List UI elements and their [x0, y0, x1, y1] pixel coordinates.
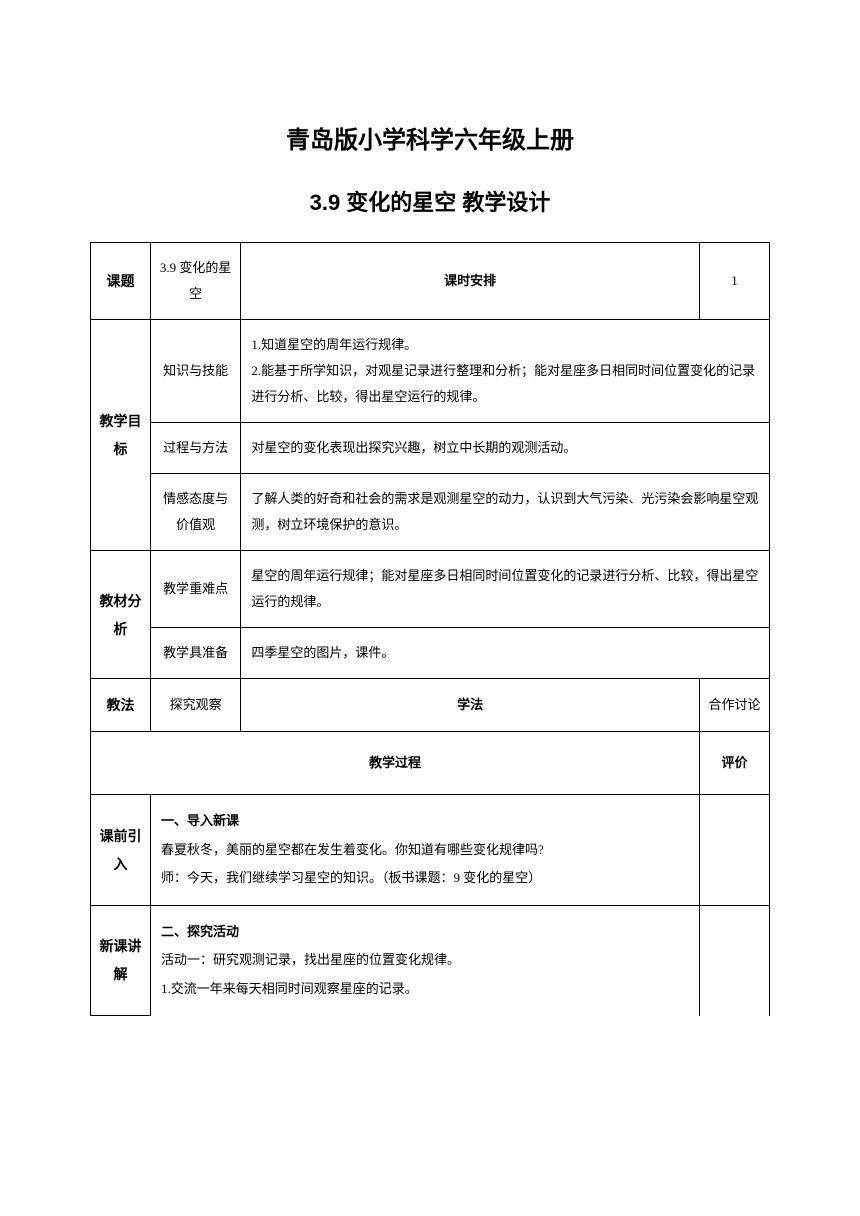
learn-method-value: 合作讨论: [699, 679, 769, 732]
intro-line1: 春夏秋冬，美丽的星空都在发生着变化。你知道有哪些变化规律吗?: [161, 836, 689, 865]
learn-method-label: 学法: [241, 679, 700, 732]
intro-label: 课前引入: [91, 795, 151, 906]
knowledge-skills-content: 1.知道星空的周年运行规律。 2.能基于所学知识，对观星记录进行整理和分析；能对…: [241, 320, 770, 423]
intro-row: 课前引入 一、导入新课 春夏秋冬，美丽的星空都在发生着变化。你知道有哪些变化规律…: [91, 795, 770, 906]
materials-content: 四季星空的图片，课件。: [241, 628, 770, 679]
new-lesson-label: 新课讲解: [91, 905, 151, 1015]
new-lesson-row: 新课讲解 二、探究活动 活动一：研究观测记录，找出星座的位置变化规律。 1.交流…: [91, 905, 770, 1015]
intro-line2: 师：今天，我们继续学习星空的知识。（板书课题：9 变化的星空）: [161, 864, 689, 893]
new-lesson-line2: 1.交流一年来每天相同时间观察星座的记录。: [161, 975, 689, 1004]
ks-line1: 1.知道星空的周年运行规律。 2.能基于所学知识，对观星记录进行整理和分析；能对…: [251, 337, 755, 404]
process-header-left: 教学过程: [91, 732, 700, 795]
teach-method-value: 探究观察: [151, 679, 241, 732]
new-lesson-content: 二、探究活动 活动一：研究观测记录，找出星座的位置变化规律。 1.交流一年来每天…: [151, 905, 700, 1015]
objectives-label: 教学目标: [91, 320, 151, 551]
process-header-row: 教学过程 评价: [91, 732, 770, 795]
methods-row: 教法 探究观察 学法 合作讨论: [91, 679, 770, 732]
objectives-row-1: 教学目标 知识与技能 1.知道星空的周年运行规律。 2.能基于所学知识，对观星记…: [91, 320, 770, 423]
topic-label: 课题: [91, 243, 151, 320]
teach-method-label: 教法: [91, 679, 151, 732]
intro-evaluation: [700, 795, 770, 906]
lesson-plan-table: 课题 3.9 变化的星空 课时安排 1 教学目标 知识与技能 1.知道星空的周年…: [90, 242, 770, 1016]
knowledge-skills-label: 知识与技能: [151, 320, 241, 423]
schedule-label: 课时安排: [241, 243, 700, 320]
intro-heading: 一、导入新课: [161, 807, 689, 836]
new-lesson-heading: 二、探究活动: [161, 918, 689, 947]
new-lesson-evaluation: [700, 905, 770, 1015]
analysis-label: 教材分析: [91, 551, 151, 679]
objectives-row-3: 情感态度与价值观 了解人类的好奇和社会的需求是观测星空的动力，认识到大气污染、光…: [91, 474, 770, 551]
document-subtitle: 3.9 变化的星空 教学设计: [90, 185, 770, 217]
materials-label: 教学具准备: [151, 628, 241, 679]
attitude-values-content: 了解人类的好奇和社会的需求是观测星空的动力，认识到大气污染、光污染会影响星空观测…: [241, 474, 770, 551]
schedule-value: 1: [699, 243, 769, 320]
process-method-content: 对星空的变化表现出探究兴趣，树立中长期的观测活动。: [241, 423, 770, 474]
new-lesson-line1: 活动一：研究观测记录，找出星座的位置变化规律。: [161, 946, 689, 975]
process-method-label: 过程与方法: [151, 423, 241, 474]
analysis-row-1: 教材分析 教学重难点 星空的周年运行规律；能对星座多日相同时间位置变化的记录进行…: [91, 551, 770, 628]
objectives-row-2: 过程与方法 对星空的变化表现出探究兴趣，树立中长期的观测活动。: [91, 423, 770, 474]
topic-value: 3.9 变化的星空: [151, 243, 241, 320]
process-header-right: 评价: [700, 732, 770, 795]
intro-content: 一、导入新课 春夏秋冬，美丽的星空都在发生着变化。你知道有哪些变化规律吗? 师：…: [151, 795, 700, 906]
document-title: 青岛版小学科学六年级上册: [90, 120, 770, 155]
key-points-label: 教学重难点: [151, 551, 241, 628]
lesson-info-row: 课题 3.9 变化的星空 课时安排 1: [91, 243, 770, 320]
analysis-row-2: 教学具准备 四季星空的图片，课件。: [91, 628, 770, 679]
attitude-values-label: 情感态度与价值观: [151, 474, 241, 551]
key-points-content: 星空的周年运行规律；能对星座多日相同时间位置变化的记录进行分析、比较，得出星空运…: [241, 551, 770, 628]
